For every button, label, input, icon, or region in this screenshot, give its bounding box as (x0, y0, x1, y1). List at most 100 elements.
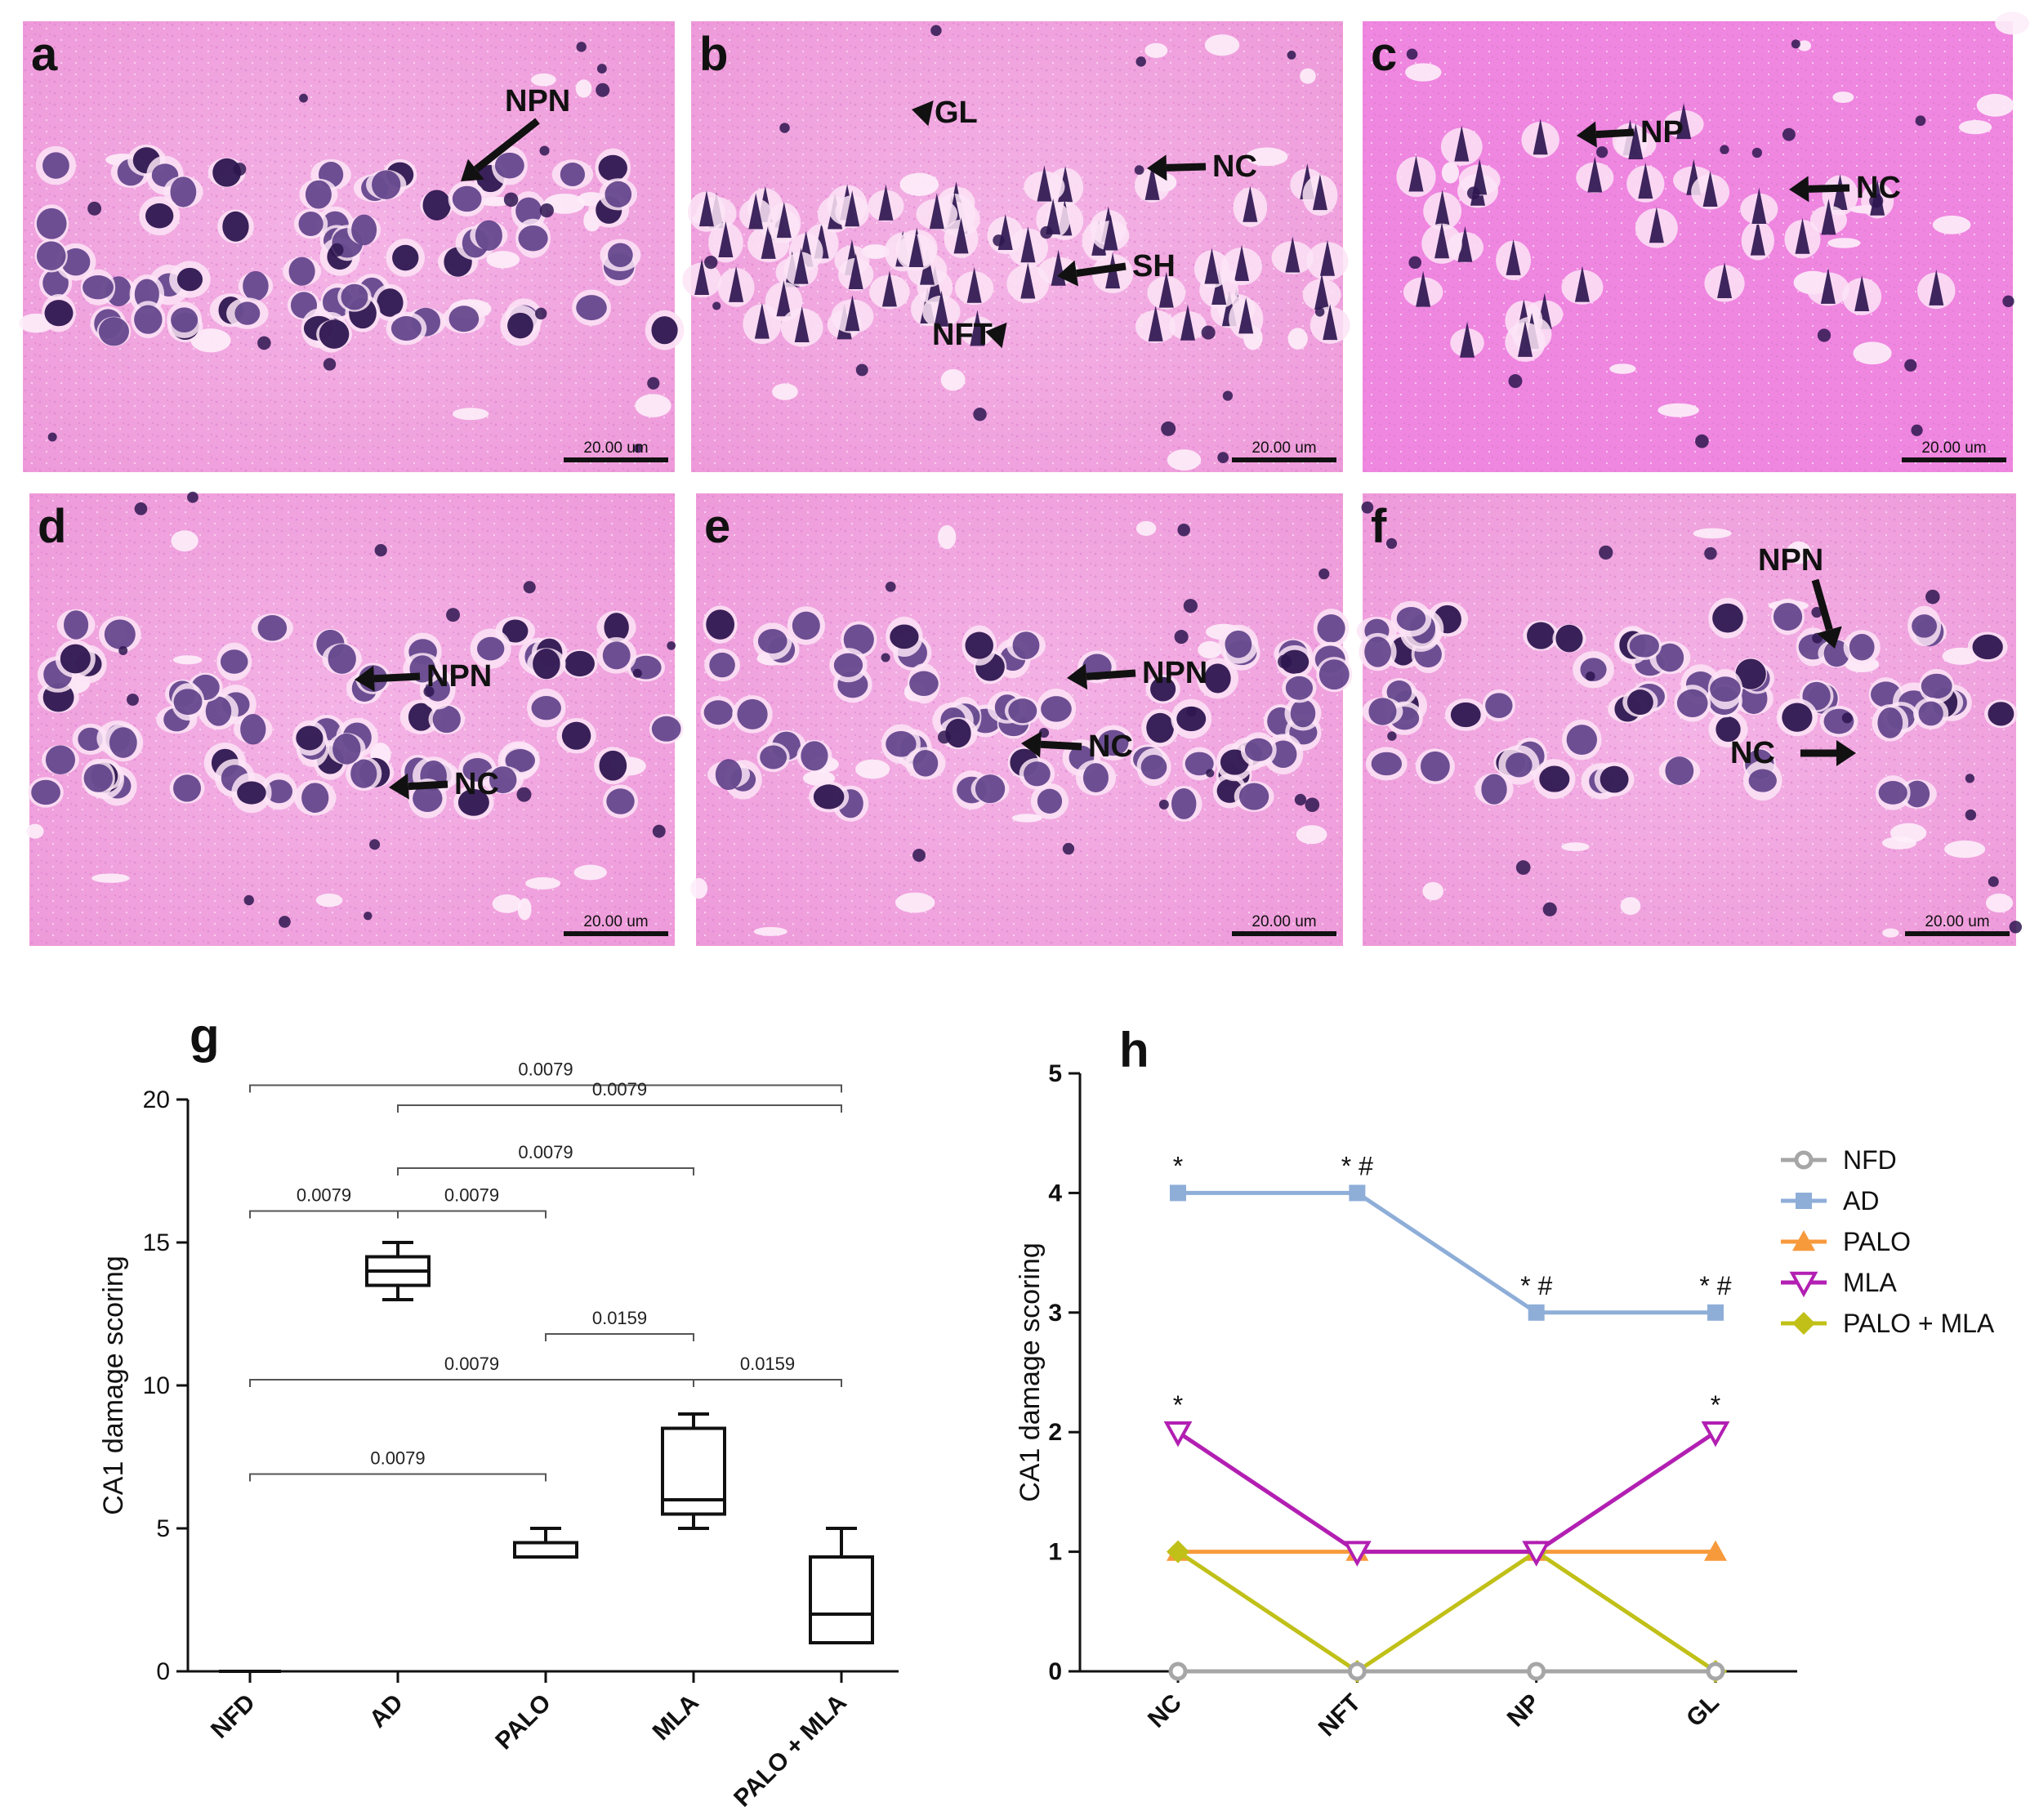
shrunken-neuron (953, 217, 969, 254)
scale-bar-label: 20.00 um (1252, 913, 1316, 930)
neuron-nucleus (1782, 703, 1813, 732)
neuron-nucleus (651, 716, 681, 742)
h-lines (1163, 1184, 1730, 1683)
legend-item-mla: MLA (1781, 1268, 1897, 1298)
panel-letter-g: g (190, 1008, 220, 1063)
panel-letter-a: a (31, 28, 58, 81)
glial-nucleus (1925, 589, 1940, 604)
shrunken-neuron (1211, 268, 1227, 305)
neuron-nucleus (505, 749, 535, 773)
neuron-nucleus (176, 267, 203, 292)
shrunken-neuron (718, 221, 734, 257)
arrow-shaft (1086, 669, 1136, 680)
comparison-bracket: 0.0159 (693, 1354, 842, 1387)
neuron-nucleus (1656, 643, 1684, 672)
neuron-nucleus (518, 225, 548, 252)
vessel-space (315, 893, 343, 908)
comparison-p-value: 0.0159 (740, 1354, 795, 1374)
vessel-space (1786, 541, 1812, 564)
comparison-line (397, 1167, 694, 1175)
neuron-nucleus (145, 203, 174, 229)
neuron-nucleus (605, 181, 632, 207)
vessel-space (1620, 897, 1641, 916)
neuron-nucleus (1037, 788, 1063, 814)
neuron-nucleus (1629, 634, 1659, 658)
shrunken-neuron (1416, 270, 1431, 307)
shrunken-neuron (908, 231, 924, 268)
neuron-nucleus (222, 211, 249, 242)
shrunken-neuron (761, 222, 776, 259)
scale-bar-line (1902, 457, 2006, 462)
glial-nucleus (446, 608, 461, 622)
neuron-nucleus (1176, 706, 1207, 732)
shrunken-neuron (1533, 118, 1548, 155)
vessel-space (543, 193, 585, 214)
neuron-nucleus (390, 316, 422, 341)
neuron-nucleus (706, 609, 735, 640)
g-comparisons: 0.0079 0.0079 0.0079 0.0079 0.0079 0.0159 0.00… (249, 1059, 842, 1482)
neuron-nucleus (234, 301, 261, 325)
arrow-head (912, 100, 934, 127)
comparison-line (397, 1104, 842, 1113)
shrunken-neuron (1434, 190, 1450, 226)
vessel-space (854, 759, 890, 779)
glial-nucleus (87, 201, 102, 216)
neuron-nucleus (240, 714, 266, 745)
glial-nucleus (1158, 799, 1169, 810)
comparison-line (397, 1210, 547, 1219)
glial-nucleus (1542, 902, 1557, 917)
h-x-tick-label: NC (1143, 1689, 1187, 1733)
series-point (1527, 1662, 1546, 1681)
neuron-nucleus (61, 248, 91, 276)
glial-nucleus (855, 364, 868, 377)
neuron-nucleus (1420, 751, 1450, 782)
glial-nucleus (47, 432, 57, 442)
vessel-space (1287, 328, 1308, 350)
h-x-tick-label: GL (1681, 1689, 1724, 1733)
glial-nucleus (1791, 39, 1800, 49)
neuron-nucleus (703, 700, 734, 725)
neuron-nucleus (515, 197, 542, 225)
annotation-label: NPN (426, 659, 492, 694)
vessel-space (1882, 928, 1899, 938)
neuron-nucleus (1823, 640, 1849, 667)
neuron-nucleus (886, 730, 917, 757)
annotation-label: NC (1730, 736, 1775, 770)
arrow-head (1067, 663, 1088, 690)
box-ad (365, 1241, 431, 1301)
panel-letter-h: h (1119, 1023, 1149, 1077)
neuron-nucleus (265, 779, 293, 804)
neuron-nucleus (1988, 702, 2014, 726)
glial-nucleus (576, 42, 587, 52)
neuron-nucleus (912, 750, 939, 777)
annotation-npn: NPN (1758, 543, 1842, 649)
neuron-nucleus (45, 745, 76, 774)
glial-nucleus (1361, 501, 1374, 514)
scale-bar-line (564, 457, 668, 462)
vessel-space (1136, 520, 1157, 536)
vessel-space (486, 251, 520, 269)
scale-bar-line (1905, 931, 2010, 936)
neuron-nucleus (212, 158, 242, 187)
neuron-nucleus (298, 212, 323, 236)
comparison-bracket: 0.0079 (397, 1142, 694, 1175)
shrunken-neuron (1717, 262, 1733, 299)
glial-nucleus (279, 916, 291, 928)
neuron-nucleus (651, 316, 678, 345)
significance-mark: * # (1520, 1271, 1552, 1300)
micrograph-a: a 20.00 um NPN (18, 21, 685, 472)
neuron-nucleus (965, 631, 993, 659)
h-y-tick-label: 3 (1048, 1300, 1062, 1327)
annotation-npn: NPN (1067, 656, 1207, 690)
comparison-line (545, 1333, 694, 1341)
shrunken-neuron (1460, 321, 1475, 358)
box-palo-mla (809, 1527, 874, 1644)
comparison-line (249, 1379, 694, 1387)
neuron-nucleus (599, 750, 627, 781)
neuron-nucleus (709, 652, 735, 678)
neuron-nucleus (1539, 765, 1570, 792)
shrunken-neuron (1854, 275, 1870, 312)
shrunken-neuron (1795, 217, 1810, 254)
shrunken-neuron (1148, 305, 1163, 341)
glial-nucleus (1720, 145, 1729, 154)
